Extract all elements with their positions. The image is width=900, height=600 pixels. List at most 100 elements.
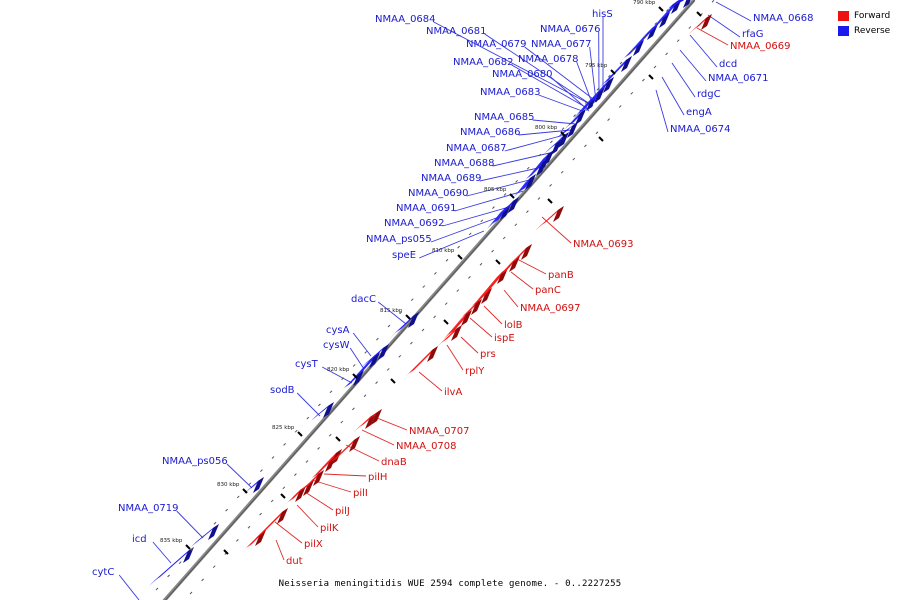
minor-tick: [572, 157, 576, 161]
minor-tick: [456, 289, 460, 292]
minor-tick: [502, 236, 506, 240]
legend: Forward Reverse: [838, 8, 890, 38]
leader-line: [466, 177, 538, 197]
reverse-gene-label: rfaG: [742, 29, 764, 40]
minor-tick: [155, 587, 159, 591]
major-tick: [696, 11, 702, 17]
scale-ticks: 790 kbp 795 kbp 800 kbp 805 kbp 810 kbp 815 k…: [155, 0, 715, 595]
leader-line: [524, 46, 598, 103]
minor-tick: [584, 101, 588, 104]
reverse-gene-label: NMAA_0676: [540, 24, 601, 35]
forward-gene-label: NMAA_0693: [573, 239, 634, 250]
reverse-gene: [149, 547, 194, 586]
forward-gene-label: pilK: [320, 523, 339, 534]
forward-gene-label: ilvA: [444, 387, 462, 398]
minor-tick: [584, 144, 587, 148]
minor-tick: [560, 170, 564, 174]
reverse-gene-label: NMAA_0682: [453, 57, 514, 68]
kbp-label: 815 kbp: [380, 308, 403, 314]
reverse-gene: [494, 197, 519, 220]
reverse-gene-label: NMAA_0689: [421, 173, 482, 184]
forward-gene-label: NMAA_0708: [396, 441, 457, 452]
kbp-label: 835 kbp: [160, 538, 183, 544]
forward-gene: [353, 413, 376, 433]
kbp-label: 795 kbp: [585, 63, 608, 69]
leader-line: [275, 539, 285, 561]
leader-line: [696, 27, 729, 46]
minor-tick: [329, 390, 333, 394]
reverse-gene-label: NMAA_0680: [492, 69, 553, 80]
leader-line: [679, 49, 707, 82]
minor-tick: [480, 219, 484, 223]
minor-tick: [492, 206, 495, 210]
minor-tick: [630, 91, 634, 95]
forward-gene: [363, 409, 382, 425]
major-tick: [547, 198, 553, 204]
gene-labels: NMAA_0684NMAA_0681NMAA_0679NMAA_0682NMAA…: [92, 9, 814, 578]
leader-line: [492, 151, 555, 167]
forward-gene: [251, 508, 288, 543]
minor-tick: [538, 153, 542, 157]
leader-line: [296, 392, 321, 417]
minor-tick: [189, 591, 193, 595]
minor-tick: [596, 87, 600, 91]
leader-line: [503, 289, 519, 308]
minor-tick: [688, 26, 692, 29]
leader-line: [469, 317, 493, 338]
minor-tick: [642, 78, 645, 82]
reverse-gene-label: NMAA_0678: [518, 54, 579, 65]
major-tick: [457, 254, 463, 260]
reverse-gene: [583, 87, 605, 109]
minor-tick: [410, 341, 413, 345]
minor-tick: [398, 354, 402, 358]
reverse-gene-label: NMAA_0674: [670, 124, 731, 135]
minor-tick: [283, 442, 286, 446]
major-tick: [598, 136, 604, 142]
minor-tick: [236, 539, 239, 542]
minor-tick: [202, 535, 205, 538]
reverse-gene: [557, 122, 578, 138]
kbp-label: 805 kbp: [484, 187, 507, 193]
leader-line: [226, 463, 253, 489]
minor-tick: [213, 521, 217, 525]
leader-line: [446, 344, 464, 371]
minor-tick: [352, 364, 356, 367]
forward-gene-label: ispE: [494, 333, 515, 344]
major-tick: [335, 436, 341, 442]
minor-tick: [248, 482, 252, 486]
leader-line: [541, 216, 572, 244]
genome-caption: Neisseria meningitidis WUE 2594 complete…: [278, 579, 622, 589]
major-tick: [648, 74, 654, 80]
leader-line: [296, 504, 319, 528]
minor-tick: [363, 394, 367, 398]
minor-tick: [595, 131, 599, 135]
reverse-gene-label: NMAA_0688: [434, 158, 495, 169]
minor-tick: [457, 245, 460, 249]
minor-tick: [526, 210, 529, 214]
reverse-gene: [668, 0, 691, 9]
minor-tick: [515, 179, 518, 183]
forward-gene: [475, 268, 508, 303]
minor-tick: [352, 407, 355, 411]
minor-tick: [376, 337, 379, 341]
leader-line: [532, 119, 577, 125]
reverse-gene-label: NMAA_0683: [480, 87, 541, 98]
kbp-label: 820 kbp: [327, 367, 350, 373]
leader-line: [671, 62, 696, 98]
forward-gene: [443, 310, 472, 340]
reverse-gene-label: cytC: [92, 567, 114, 578]
forward-swatch: [838, 10, 849, 21]
forward-gene-label: dnaB: [381, 457, 407, 468]
reverse-gene-label: icd: [132, 534, 147, 545]
minor-tick: [537, 197, 541, 200]
reverse-gene: [535, 150, 554, 169]
forward-gene: [495, 256, 520, 280]
reverse-gene-label: NMAA_0671: [708, 73, 769, 84]
legend-reverse: Reverse: [838, 23, 890, 38]
minor-tick: [399, 311, 402, 315]
minor-tick: [526, 166, 530, 170]
major-tick: [405, 314, 411, 320]
leader-line: [715, 1, 752, 22]
major-tick: [390, 378, 396, 384]
label-leaders: [118, 1, 752, 600]
